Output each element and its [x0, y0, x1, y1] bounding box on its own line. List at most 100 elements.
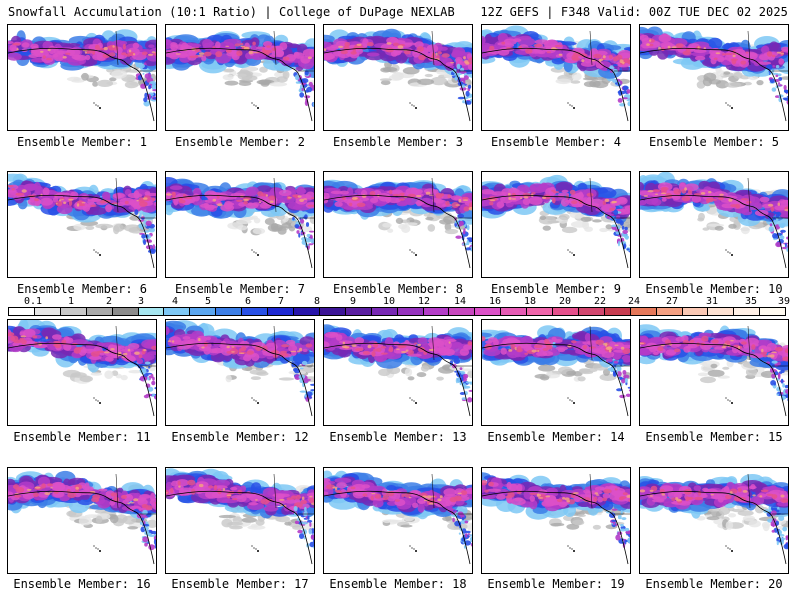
- legend-swatch: [475, 308, 502, 315]
- hawaii-islands: [567, 102, 575, 109]
- model-run-info: 12Z GEFS | F348 Valid: 00Z TUE DEC 02 20…: [480, 5, 788, 19]
- legend-swatch: [397, 308, 424, 315]
- ensemble-map-19: [481, 467, 631, 574]
- political-border: [747, 177, 788, 219]
- coastline: [166, 342, 313, 417]
- snowfall-band: [482, 25, 630, 107]
- coastline: [640, 194, 787, 269]
- political-border: [273, 473, 314, 515]
- legend-label: 1: [67, 296, 75, 307]
- ensemble-map-3: [323, 24, 473, 131]
- legend-label: 10: [382, 296, 396, 307]
- legend-label: 24: [627, 296, 641, 307]
- ensemble-member-label: Ensemble Member: 17: [171, 577, 309, 591]
- coastline: [8, 342, 155, 417]
- snowfall-band: [166, 177, 314, 250]
- legend-label: 7: [277, 296, 285, 307]
- legend-swatch: [734, 308, 761, 315]
- snowfall-band: [8, 29, 156, 107]
- political-border: [273, 30, 314, 72]
- ensemble-map-12: [165, 319, 315, 426]
- ensemble-map-13: [323, 319, 473, 426]
- hawaii-islands: [725, 545, 733, 552]
- ensemble-map-15: [639, 319, 789, 426]
- ensemble-member-label: Ensemble Member: 12: [171, 430, 309, 444]
- legend-swatch: [708, 308, 735, 315]
- political-border: [115, 325, 156, 367]
- hawaii-islands: [93, 397, 101, 404]
- legend-label: 5: [204, 296, 212, 307]
- snowfall-band: [640, 172, 788, 252]
- ensemble-member-label: Ensemble Member: 2: [174, 135, 306, 149]
- legend-swatch: [760, 308, 786, 315]
- snowfall-map: [166, 320, 314, 417]
- coastline: [8, 490, 155, 565]
- snowfall-map: [640, 172, 788, 269]
- legend-swatch: [371, 308, 398, 315]
- political-border: [431, 325, 472, 367]
- hawaii-islands: [409, 249, 417, 256]
- coastline: [482, 194, 629, 269]
- legend-label: 3: [137, 296, 145, 307]
- snowfall-band: [324, 324, 472, 403]
- snowfall-map: [324, 28, 472, 122]
- hawaii-islands: [251, 545, 259, 552]
- ensemble-member-label: Ensemble Member: 11: [13, 430, 151, 444]
- snowfall-map: [166, 177, 314, 269]
- legend-label: 0.1: [23, 296, 43, 307]
- political-border: [589, 177, 630, 219]
- ensemble-member-label: Ensemble Member: 7: [174, 282, 306, 296]
- legend-swatch: [630, 308, 657, 315]
- ensemble-map-16: [7, 467, 157, 574]
- legend-swatch: [345, 308, 372, 315]
- ensemble-map-11: [7, 319, 157, 426]
- snowfall-map: [640, 324, 788, 417]
- ensemble-member-label: Ensemble Member: 6: [16, 282, 148, 296]
- political-border: [273, 177, 314, 219]
- ensemble-member-label: Ensemble Member: 15: [645, 430, 783, 444]
- legend-swatch: [86, 308, 113, 315]
- ensemble-map-17: [165, 467, 315, 574]
- legend-label: 9: [349, 296, 357, 307]
- snowfall-map: [482, 325, 630, 417]
- legend-colorbar: [8, 307, 786, 316]
- hawaii-islands: [725, 397, 733, 404]
- ensemble-member-label: Ensemble Member: 13: [329, 430, 467, 444]
- hawaii-islands: [567, 545, 575, 552]
- political-border: [115, 177, 156, 219]
- snowfall-band: [166, 468, 314, 549]
- ensemble-member-label: Ensemble Member: 4: [490, 135, 622, 149]
- legend-labels: 0.1 1 2 3 4 5 6 7 8 9 10 12 14 16 18 20 22 24 27 31 35 39: [8, 296, 790, 307]
- snowfall-band: [166, 320, 314, 402]
- ensemble-map-8: [323, 171, 473, 278]
- hawaii-islands: [93, 102, 101, 109]
- legend-swatch: [423, 308, 450, 315]
- legend-label: 35: [744, 296, 758, 307]
- snowfall-legend: 0.1 1 2 3 4 5 6 7 8 9 10 12 14 16 18 20 22 24 27 31 35 39: [8, 296, 790, 318]
- legend-label: 39: [777, 296, 791, 307]
- snowfall-map: [8, 470, 156, 565]
- legend-swatch: [604, 308, 631, 315]
- hawaii-islands: [93, 249, 101, 256]
- ensemble-member-label: Ensemble Member: 20: [645, 577, 783, 591]
- political-border: [115, 30, 156, 72]
- ensemble-member-label: Ensemble Member: 9: [490, 282, 622, 296]
- legend-swatch: [138, 308, 165, 315]
- political-border: [747, 325, 788, 367]
- ensemble-member-label: Ensemble Member: 3: [332, 135, 464, 149]
- ensemble-map-5: [639, 24, 789, 131]
- legend-label: 4: [171, 296, 179, 307]
- legend-swatch: [34, 308, 61, 315]
- snowfall-map: [324, 324, 472, 417]
- snowfall-map: [640, 473, 788, 565]
- coastline: [640, 47, 787, 122]
- snowfall-map: [324, 470, 472, 565]
- ensemble-map-20: [639, 467, 789, 574]
- coastline: [324, 47, 471, 122]
- political-border: [589, 325, 630, 367]
- hawaii-islands: [251, 102, 259, 109]
- hawaii-islands: [409, 397, 417, 404]
- ensemble-map-6: [7, 171, 157, 278]
- legend-swatch: [656, 308, 683, 315]
- legend-swatch: [242, 308, 269, 315]
